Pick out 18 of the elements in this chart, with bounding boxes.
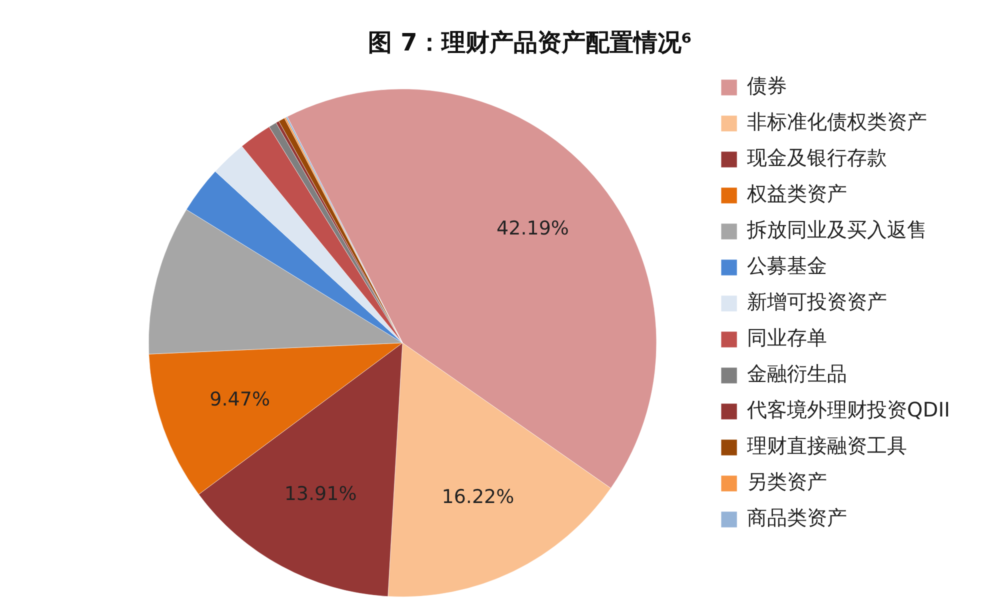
legend-label: 代客境外理财投资QDII xyxy=(746,398,950,422)
legend-label: 商品类资产 xyxy=(747,506,848,530)
legend-label: 权益类资产 xyxy=(746,182,848,206)
data-label: 42.19% xyxy=(496,217,569,240)
data-label: 9.47% xyxy=(210,388,270,411)
legend-label: 债券 xyxy=(747,74,788,98)
legend-label: 金融衍生品 xyxy=(747,362,848,386)
data-label: 16.22% xyxy=(442,486,514,508)
legend-label: 非标准化债权类资产 xyxy=(747,110,928,134)
legend-label: 同业存单 xyxy=(747,326,828,350)
legend-label: 拆放同业及买入返售 xyxy=(746,218,928,242)
legend-label: 另类资产 xyxy=(747,470,828,494)
legend-label: 理财直接融资工具 xyxy=(747,434,908,458)
data-label: 13.91% xyxy=(284,482,357,505)
legend-label: 公募基金 xyxy=(747,254,828,278)
legend-label: 现金及银行存款 xyxy=(747,146,888,170)
legend-label: 新增可投资资产 xyxy=(747,290,888,314)
chart-title: 图 7：理财产品资产配置情况⁶ xyxy=(368,28,692,57)
